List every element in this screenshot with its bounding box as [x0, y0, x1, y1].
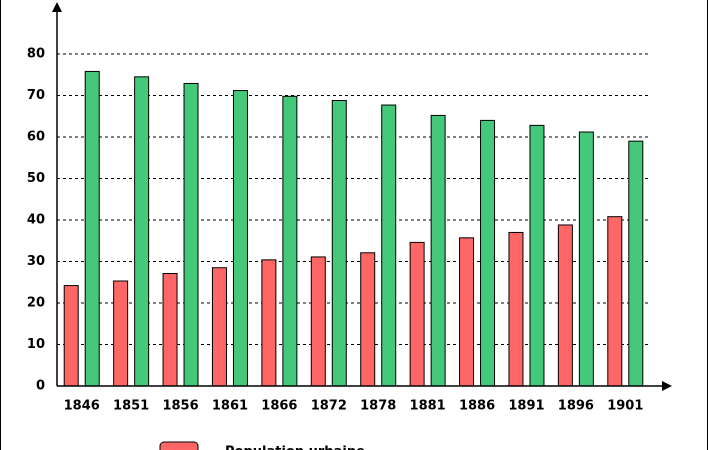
y-tick-label: 20	[27, 296, 45, 311]
x-tick-label: 1851	[113, 399, 149, 414]
x-tick-label: 1891	[508, 399, 544, 414]
bar	[162, 273, 178, 387]
x-tick-label: 1866	[261, 399, 297, 414]
bar	[261, 259, 277, 387]
legend-swatch	[159, 441, 199, 450]
bar	[508, 231, 524, 387]
bar	[310, 256, 326, 387]
bar	[113, 280, 129, 387]
bar	[480, 119, 496, 387]
x-tick-label: 1846	[64, 399, 100, 414]
y-tick-label: 70	[27, 88, 45, 103]
bar	[282, 95, 298, 387]
bar	[381, 104, 397, 387]
bar	[607, 216, 623, 387]
x-tick-label: 1878	[360, 399, 396, 414]
bar	[529, 124, 545, 387]
x-tick-label: 1872	[311, 399, 347, 414]
x-tick-label: 1896	[558, 399, 594, 414]
bar	[183, 82, 199, 387]
x-tick-label: 1886	[459, 399, 495, 414]
x-tick-label: 1901	[607, 399, 643, 414]
bar	[134, 76, 150, 387]
legend-label: Population urbaine	[225, 445, 365, 450]
y-tick-label: 60	[27, 130, 45, 145]
bar	[232, 90, 248, 387]
y-tick-label: 50	[27, 171, 45, 186]
y-tick-label: 30	[27, 254, 45, 269]
bar	[459, 237, 475, 387]
x-tick-label: 1881	[410, 399, 446, 414]
y-tick-label: 10	[27, 337, 45, 352]
bar	[409, 241, 425, 387]
bar	[557, 224, 573, 387]
bar	[84, 70, 100, 387]
y-tick-label: 0	[36, 379, 45, 394]
bar	[211, 267, 227, 387]
x-tick-label: 1856	[162, 399, 198, 414]
bar	[331, 99, 347, 387]
y-tick-label: 80	[27, 47, 45, 62]
bar	[63, 285, 79, 387]
x-tick-label: 1861	[212, 399, 248, 414]
bar	[360, 252, 376, 387]
y-tick-label: 40	[27, 213, 45, 228]
bar	[430, 114, 446, 387]
bar	[578, 131, 594, 387]
bar	[628, 140, 644, 387]
